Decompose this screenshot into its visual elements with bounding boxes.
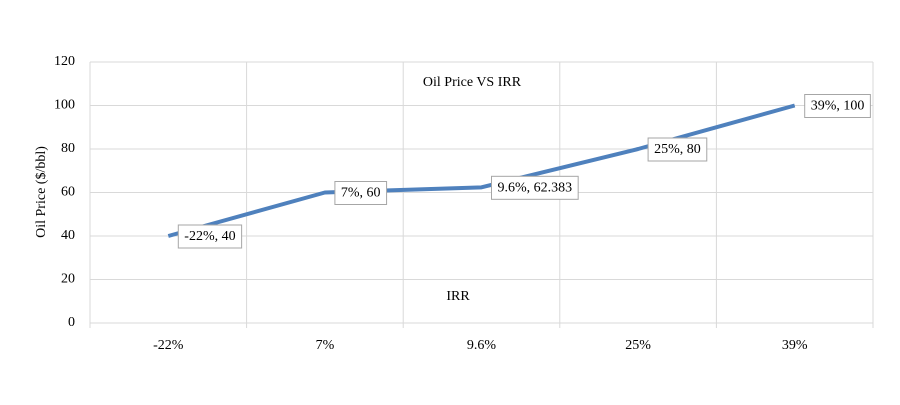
y-tick-label: 0 [68, 315, 75, 330]
x-tick-label: 9.6% [467, 338, 497, 353]
data-label: 7%, 60 [341, 186, 381, 201]
y-axis-label: Oil Price ($/bbl) [34, 146, 49, 238]
data-label-box [804, 94, 871, 118]
data-label: -22%, 40 [184, 229, 235, 244]
data-label-box [647, 137, 708, 162]
y-tick-label: 120 [54, 54, 75, 69]
x-tick-label: 25% [625, 338, 651, 353]
data-label: 9.6%, 62.383 [498, 181, 573, 196]
x-tick-label: 39% [782, 338, 808, 353]
x-tick-label: -22% [153, 338, 184, 353]
y-tick-label: 80 [61, 141, 75, 156]
chart-title: Oil Price VS IRR [423, 75, 522, 90]
y-tick-label: 60 [61, 185, 75, 200]
data-label-box [334, 181, 388, 205]
data-label-box [491, 175, 579, 200]
data-label: 25%, 80 [654, 142, 701, 157]
line-series [167, 103, 796, 238]
y-tick-label: 100 [54, 98, 75, 113]
x-tick-label: 7% [316, 338, 335, 353]
y-tick-label: 20 [61, 272, 75, 287]
data-label-box [177, 224, 243, 249]
y-tick-label: 40 [61, 228, 75, 243]
data-label: 39%, 100 [811, 99, 865, 114]
x-axis-label: IRR [446, 289, 470, 304]
